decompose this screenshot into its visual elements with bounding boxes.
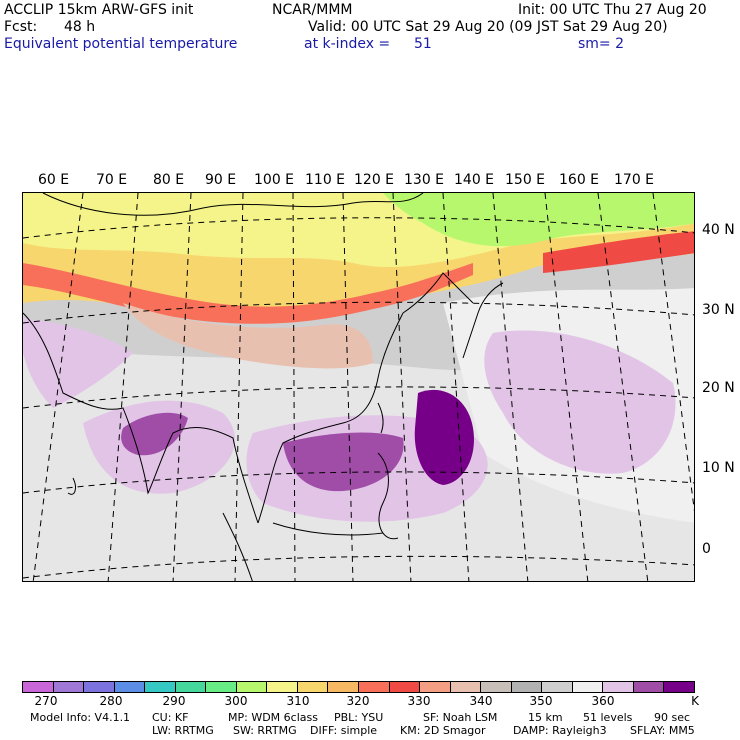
level-label: at k-index = — [304, 36, 391, 52]
footer-item: SW: RRTMG — [233, 724, 297, 737]
footer-item: PBL: YSU — [334, 711, 384, 724]
lon-label: 120 E — [354, 172, 395, 188]
coastline — [222, 512, 253, 581]
lon-label: 150 E — [505, 172, 546, 188]
colorbar-swatch — [267, 682, 298, 692]
colorbar-label: 310 — [286, 694, 310, 708]
colorbar-swatch — [450, 682, 482, 692]
coastline — [402, 272, 474, 314]
colorbar-swatch — [328, 682, 360, 692]
lat-label: 30 N — [702, 302, 735, 318]
colorbar — [22, 681, 695, 693]
init-time: Init: 00 UTC Thu 27 Aug 20 — [518, 2, 707, 18]
valid-time: Valid: 00 UTC Sat 29 Aug 20 (09 JST Sat … — [308, 19, 668, 35]
colorbar-label: 270 — [34, 694, 58, 708]
lavender-field — [23, 318, 133, 408]
model-title: ACCLIP 15km ARW-GFS init — [4, 2, 194, 18]
forecast-hours: 48 h — [64, 19, 96, 35]
border — [42, 193, 424, 216]
island-sri-lanka — [67, 477, 76, 495]
colorbar-label: 320 — [346, 694, 370, 708]
colorbar-label: 360 — [591, 694, 615, 708]
colorbar-swatch — [175, 682, 207, 692]
graticule — [23, 193, 694, 581]
footer-item: KM: 2D Smagor — [400, 724, 486, 737]
footer-item: MP: WDM 6class — [228, 711, 318, 724]
footer-item: 51 levels — [583, 711, 633, 724]
colorbar-swatch — [572, 682, 604, 692]
moist-core-field — [283, 432, 404, 492]
lon-label: 140 E — [454, 172, 495, 188]
colorbar-label: 340 — [469, 694, 493, 708]
colorbar-label: 280 — [99, 694, 123, 708]
colorbar-swatch — [236, 682, 268, 692]
island-taiwan — [377, 402, 384, 434]
lavender-field — [484, 330, 676, 474]
lon-label: 60 E — [38, 172, 70, 188]
colorbar-swatch — [145, 682, 176, 692]
colorbar-swatch — [664, 682, 695, 692]
footer-item: SFLAY: MM5 — [630, 724, 695, 737]
coastline — [462, 282, 504, 359]
colorbar-swatch — [481, 682, 512, 692]
lon-label: 80 E — [153, 172, 185, 188]
lon-label: 130 E — [404, 172, 445, 188]
footer-item: DIFF: simple — [310, 724, 378, 737]
colorbar-swatch — [389, 682, 421, 692]
coastline — [23, 312, 259, 524]
colorbar-swatch — [633, 682, 665, 692]
coastline — [257, 312, 404, 524]
lon-label: 160 E — [559, 172, 600, 188]
colorbar-label: 300 — [224, 694, 248, 708]
field-name: Equivalent potential temperature — [4, 36, 238, 52]
lat-label: 0 — [702, 541, 711, 557]
organization: NCAR/MMM — [272, 2, 353, 18]
typhoon-core-field — [414, 389, 474, 485]
lon-label: 90 E — [205, 172, 237, 188]
colorbar-swatch — [53, 682, 85, 692]
cool-air-field — [383, 193, 694, 247]
footer-item: DAMP: Rayleigh3 — [513, 724, 607, 737]
level-value: 51 — [414, 36, 432, 52]
lat-label: 40 N — [702, 222, 735, 238]
lon-label: 70 E — [96, 172, 128, 188]
colorbar-swatch — [603, 682, 634, 692]
moist-core-field — [121, 412, 188, 456]
colorbar-swatch — [84, 682, 115, 692]
warm-front-field — [543, 231, 694, 273]
colorbar-swatch — [511, 682, 543, 692]
lat-label: 10 N — [702, 460, 735, 476]
colorbar-label: 330 — [407, 694, 431, 708]
colorbar-swatch — [542, 682, 573, 692]
colorbar-swatch — [114, 682, 146, 692]
coastline — [272, 522, 384, 536]
lat-label: 20 N — [702, 380, 735, 396]
colorbar-swatch — [420, 682, 451, 692]
footer-item: 15 km — [528, 711, 563, 724]
colorbar-swatch — [359, 682, 390, 692]
colorbar-unit: K — [691, 694, 699, 708]
colorbar-label: 350 — [529, 694, 553, 708]
lon-label: 110 E — [305, 172, 346, 188]
colorbar-swatch — [297, 682, 329, 692]
equivalent-potential-temperature-map — [23, 193, 694, 581]
meridian-line — [652, 193, 694, 512]
smoothing: sm= 2 — [578, 36, 625, 52]
footer-item: SF: Noah LSM — [423, 711, 498, 724]
coastlines — [23, 193, 504, 581]
lon-label: 170 E — [614, 172, 655, 188]
lon-label: 100 E — [254, 172, 295, 188]
colorbar-swatch — [23, 682, 54, 692]
forecast-label: Fcst: — [4, 19, 38, 35]
footer-item: Model Info: V4.1.1 — [30, 711, 131, 724]
footer-item: LW: RRTMG — [152, 724, 214, 737]
colorbar-swatch — [206, 682, 237, 692]
footer-item: 90 sec — [654, 711, 691, 724]
footer-item: CU: KF — [152, 711, 189, 724]
island-philippines — [377, 452, 399, 540]
map-panel — [22, 192, 695, 582]
colorbar-label: 290 — [162, 694, 186, 708]
